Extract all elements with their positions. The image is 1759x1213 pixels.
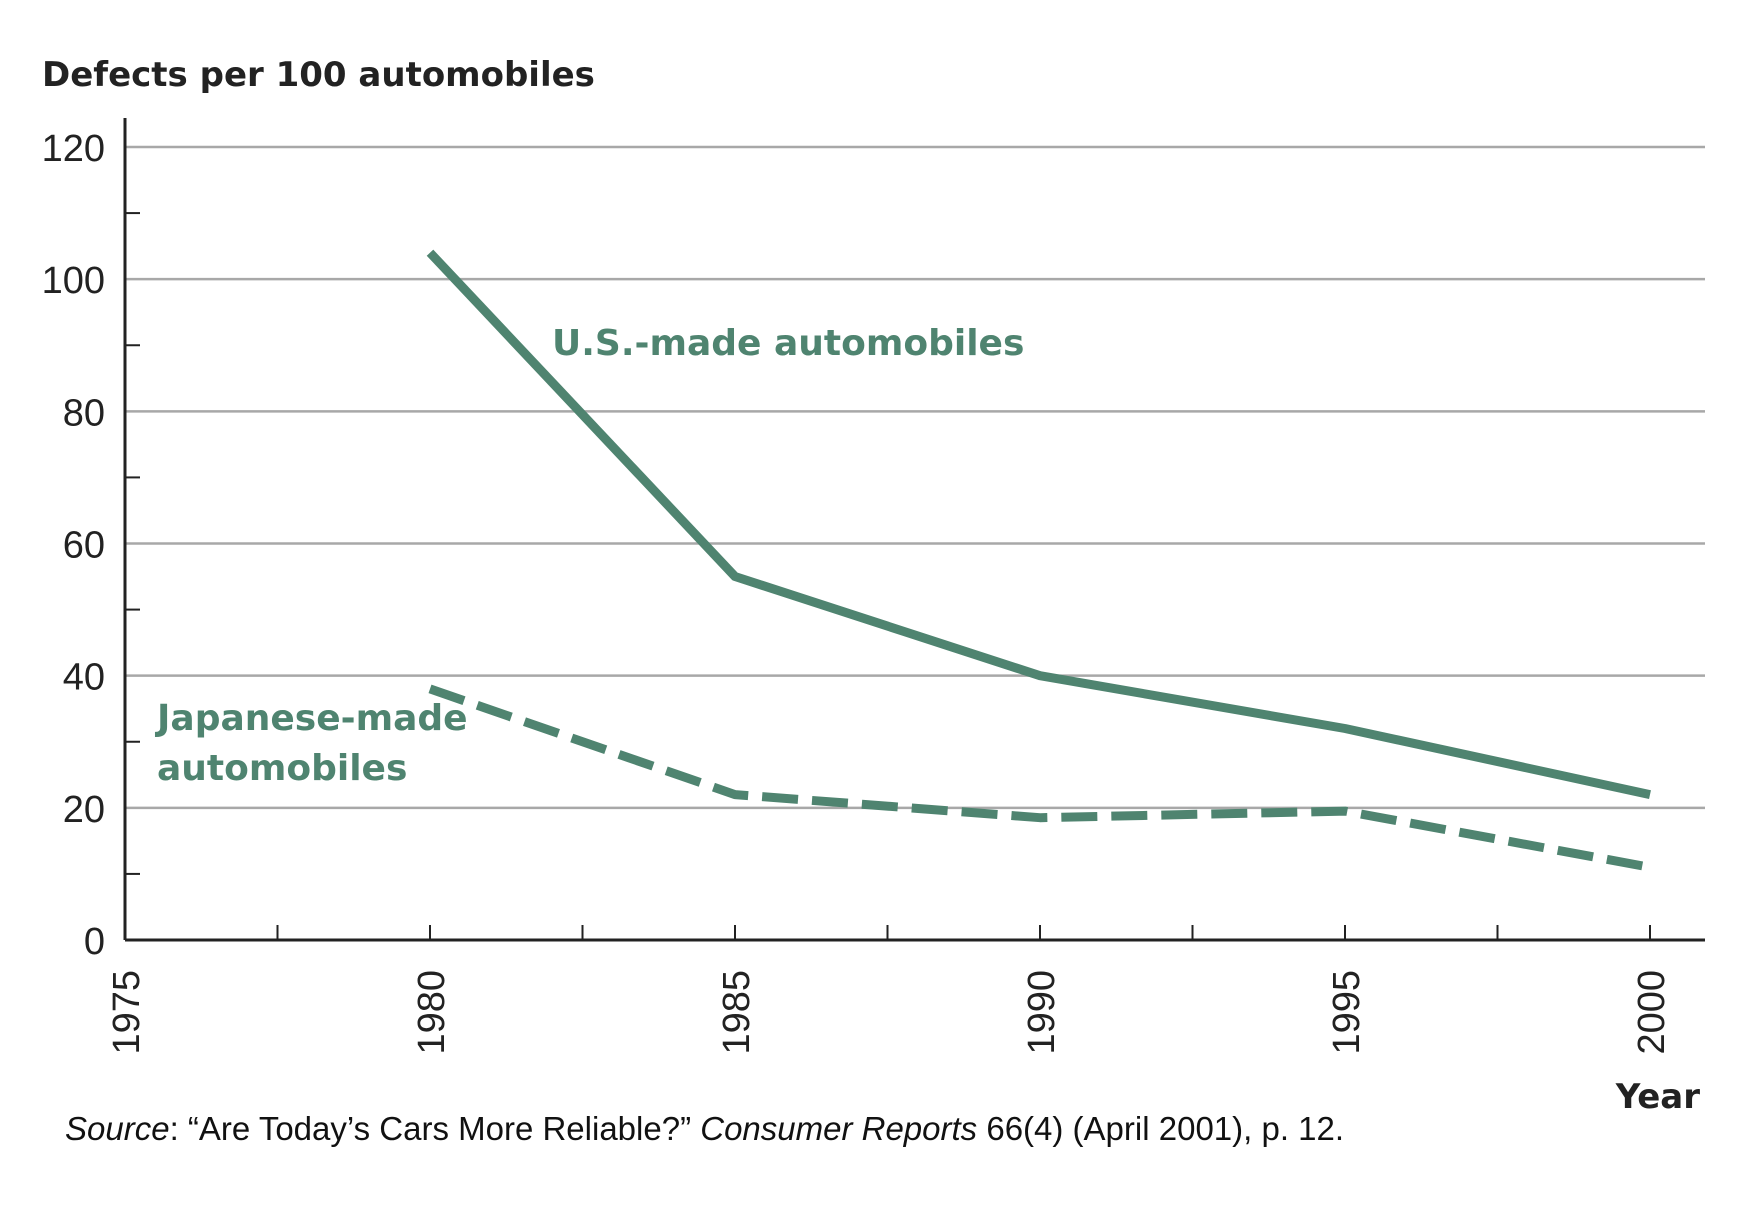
y-tick-label-120: 120 [42,128,105,170]
x-tick-label-1975: 1975 [106,970,148,1055]
y-tick-label-80: 80 [63,392,105,434]
x-tick-label-1980: 1980 [411,970,453,1055]
x-tick-labels: 1975 1980 1985 1990 1995 2000 [106,970,1673,1055]
source-note: Source: “Are Today’s Cars More Reliable?… [65,1110,1344,1147]
y-tick-labels: 0 20 40 60 80 100 120 [42,128,105,963]
series-label-japanese-line2: automobiles [157,748,407,789]
x-tick-label-1990: 1990 [1021,970,1063,1055]
y-tick-label-60: 60 [63,525,105,567]
y-tick-label-20: 20 [63,789,105,831]
axes [123,118,1705,942]
x-axis-label: Year [1615,1077,1701,1117]
y-axis-label: Defects per 100 automobiles [42,55,595,95]
y-tick-label-100: 100 [42,260,105,302]
x-tick-label-1995: 1995 [1326,970,1368,1055]
x-tick-label-1985: 1985 [716,970,758,1055]
source-text-2: 66(4) (April 2001), p. 12. [977,1110,1344,1147]
gridlines [125,145,1705,810]
series-line-us [426,249,1651,799]
series-line-japanese [428,684,1651,872]
source-label: Source [65,1110,170,1147]
series-label-us: U.S.-made automobiles [552,323,1024,364]
y-tick-label-0: 0 [84,921,105,963]
series-lines [426,249,1651,872]
series-label-japanese-line1: Japanese-made [154,698,468,739]
source-publication: Consumer Reports [700,1110,977,1147]
source-text-1: : “Are Today’s Cars More Reliable?” [170,1110,701,1147]
y-tick-label-40: 40 [63,657,105,699]
x-tick-label-2000: 2000 [1631,970,1673,1055]
